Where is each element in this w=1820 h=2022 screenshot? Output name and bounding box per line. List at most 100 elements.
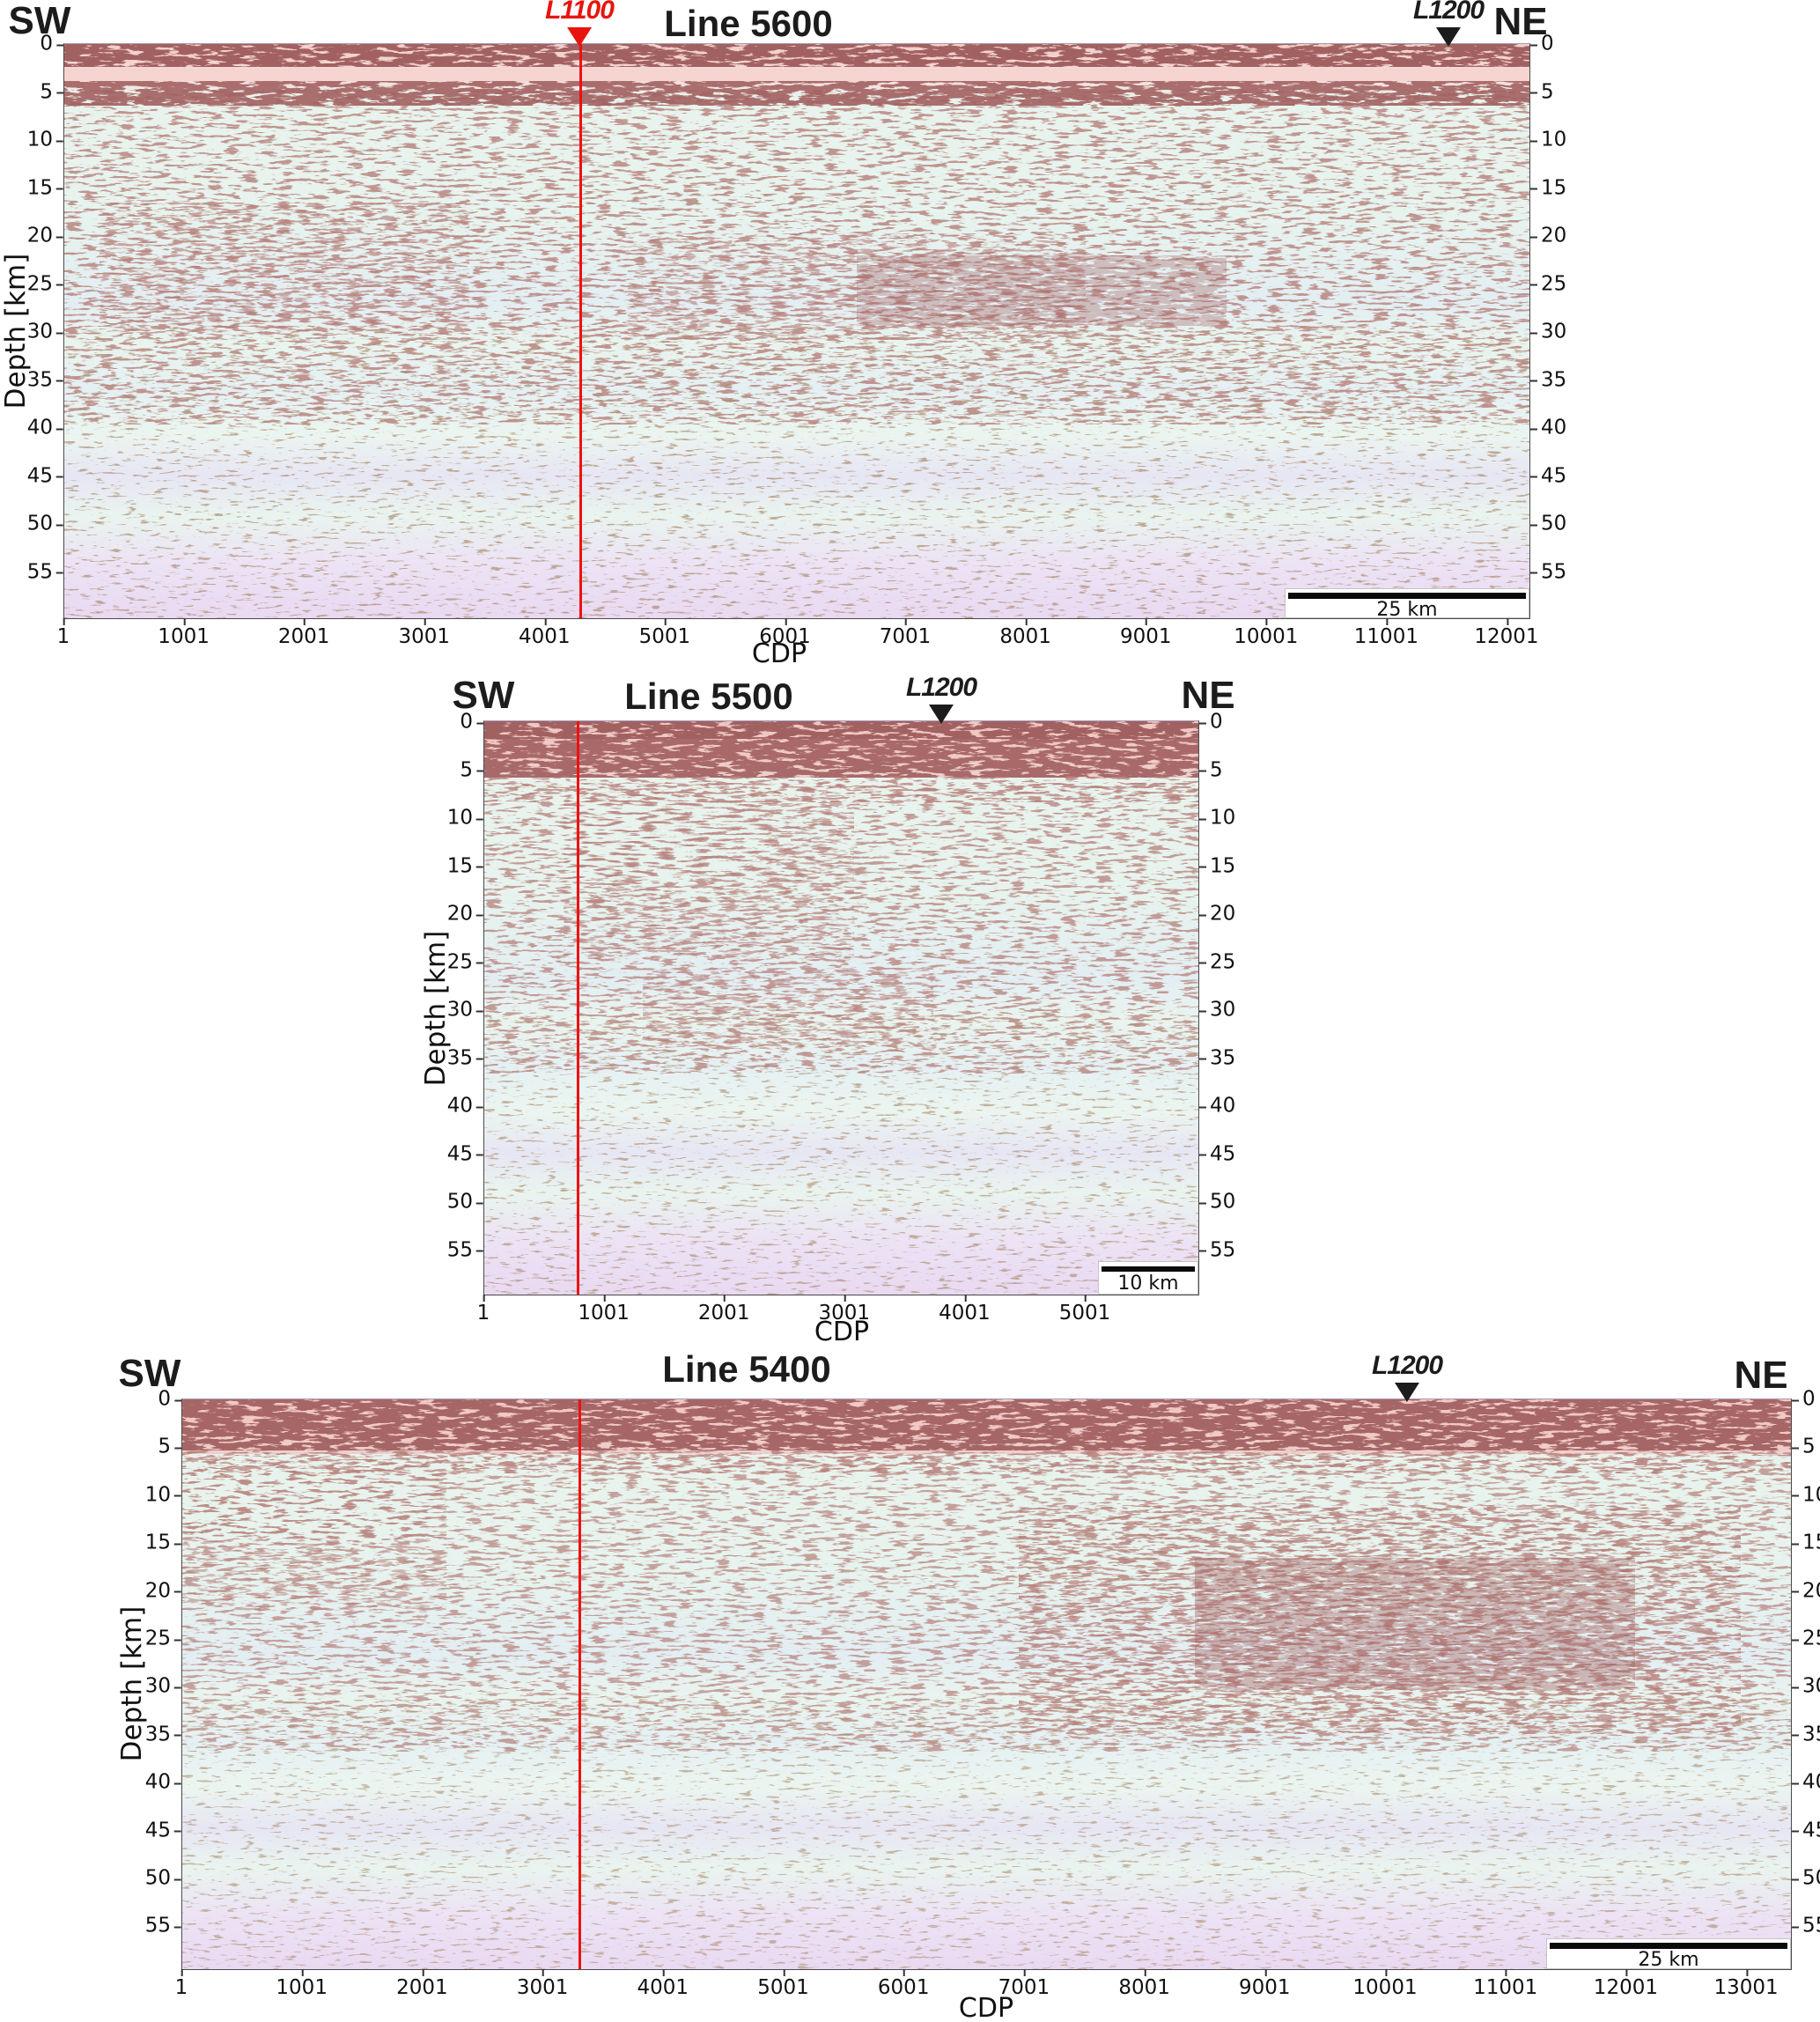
seismic-image	[484, 721, 1198, 1295]
crossing-marker-label: L1100	[545, 0, 615, 25]
axis-tick-label: 35	[1198, 1046, 1236, 1069]
axis-tick-label: 40	[1529, 416, 1567, 439]
axis-tick-label: 55	[1529, 560, 1567, 583]
seismic-image	[182, 1399, 1791, 1969]
triangle-down-icon	[567, 27, 592, 47]
scale-bar-box: 10 km	[1098, 1261, 1198, 1295]
axis-tick-label: 20	[1529, 224, 1567, 247]
crossing-line-red	[578, 1399, 581, 1969]
axis-tick-label: 1	[56, 618, 70, 648]
axis-tick-label: 10	[144, 1483, 182, 1507]
scale-bar	[1288, 593, 1526, 599]
scale-bar	[1102, 1266, 1195, 1272]
axis-tick-label: 25	[1791, 1628, 1820, 1649]
axis-tick-label: 45	[144, 1819, 182, 1842]
axis-tick-label: 50	[26, 512, 64, 535]
axis-tick-label: 35	[1791, 1724, 1820, 1745]
axis-tick-label: 4001	[939, 1295, 991, 1325]
orientation-label-ne: NE	[1493, 0, 1548, 43]
panel-title: Line 5400	[662, 1348, 831, 1390]
scale-bar-label: 10 km	[1117, 1273, 1179, 1295]
x-axis-label: CDP	[958, 1993, 1014, 2022]
axis-tick-label: 30	[144, 1674, 182, 1698]
axis-tick-label: 5001	[757, 1969, 809, 1999]
scale-bar-box: 25 km	[1285, 588, 1529, 621]
scale-bar-box: 25 km	[1546, 1938, 1791, 1971]
axis-tick-label: 10	[1791, 1485, 1820, 1505]
orientation-label-sw: SW	[118, 1352, 181, 1395]
axis-tick-label: 5	[460, 758, 483, 781]
axis-tick-label: 5	[158, 1435, 181, 1458]
crossing-marker-label: L1200	[1412, 0, 1485, 25]
axis-tick-label: 10	[1198, 806, 1236, 830]
axis-tick-label: 8001	[999, 618, 1051, 648]
crossing-line-l1100	[579, 44, 582, 618]
crossing-marker-l1100: L1100	[545, 0, 615, 47]
axis-tick-label: 50	[144, 1866, 182, 1890]
axis-tick-label: 50	[446, 1190, 484, 1214]
triangle-down-icon	[1435, 27, 1461, 47]
axis-tick-label: 1001	[276, 1969, 328, 1999]
axis-tick-label: 20	[26, 224, 64, 247]
axis-tick-label: 50	[1198, 1190, 1236, 1214]
seismic-section-line-5400	[181, 1398, 1792, 1970]
axis-tick-label: 45	[26, 464, 64, 487]
axis-tick-label: 50	[1791, 1868, 1820, 1889]
seismic-section-line-5600	[63, 43, 1530, 619]
axis-tick-label: 2001	[697, 1295, 750, 1325]
crossing-marker-l1200: L1200	[906, 673, 977, 724]
axis-tick-label: 11001	[1473, 1969, 1538, 1999]
axis-tick-label: 10	[1529, 128, 1567, 151]
seismic-section-line-5500	[483, 720, 1199, 1295]
axis-tick-label: 10	[26, 128, 64, 151]
axis-tick-label: 4001	[519, 618, 571, 648]
axis-tick-label: 10001	[1234, 618, 1299, 648]
axis-tick-label: 15	[1791, 1532, 1820, 1553]
axis-tick-label: 20	[144, 1579, 182, 1603]
axis-tick-label: 9001	[1119, 618, 1172, 648]
axis-tick-label: 55	[144, 1914, 182, 1937]
triangle-down-icon	[928, 705, 954, 724]
axis-tick-label: 4001	[637, 1969, 689, 1999]
axis-tick-label: 1	[476, 1295, 490, 1325]
axis-tick-label: 30	[1198, 998, 1236, 1022]
crossing-marker-l1200: L1200	[1371, 1351, 1443, 1402]
axis-tick-label: 5001	[1058, 1295, 1111, 1325]
triangle-down-icon	[1394, 1383, 1419, 1402]
axis-tick-label: 2001	[396, 1969, 448, 1999]
axis-tick-label: 40	[1791, 1772, 1820, 1793]
axis-tick-label: 3001	[516, 1969, 569, 1999]
axis-tick-label: 2001	[277, 618, 330, 648]
axis-tick-label: 40	[446, 1094, 484, 1118]
crossing-marker-label: L1200	[1371, 1351, 1443, 1380]
axis-tick-label: 1001	[578, 1295, 630, 1325]
axis-tick-label: 7001	[879, 618, 932, 648]
axis-tick-label: 35	[1529, 368, 1567, 391]
axis-tick-label: 1001	[158, 618, 210, 648]
axis-tick-label: 40	[26, 416, 64, 439]
scale-bar	[1550, 1943, 1787, 1949]
axis-tick-label: 55	[1791, 1915, 1820, 1937]
panel-title: Line 5500	[624, 675, 793, 717]
axis-tick-label: 15	[144, 1531, 182, 1554]
axis-tick-label: 13001	[1713, 1969, 1779, 1999]
axis-tick-label: 25	[144, 1627, 182, 1650]
axis-tick-label: 45	[1198, 1142, 1236, 1165]
axis-tick-label: 45	[446, 1142, 484, 1165]
scale-bar-label: 25 km	[1376, 599, 1438, 621]
axis-tick-label: 20	[1198, 902, 1236, 926]
axis-tick-label: 1	[174, 1969, 188, 1999]
axis-tick-label: 10	[446, 806, 484, 830]
axis-tick-label: 50	[1529, 512, 1567, 535]
scale-bar-label: 25 km	[1638, 1949, 1699, 1971]
axis-tick-label: 5	[1199, 758, 1223, 781]
axis-tick-label: 5	[1792, 1435, 1816, 1458]
orientation-label-sw: SW	[8, 0, 71, 42]
y-axis-label: Depth [km]	[420, 930, 452, 1087]
axis-tick-label: 55	[446, 1238, 484, 1261]
axis-tick-label: 40	[1198, 1094, 1236, 1118]
axis-tick-label: 10001	[1352, 1969, 1418, 1999]
x-axis-label: CDP	[751, 638, 807, 669]
axis-tick-label: 55	[26, 560, 64, 583]
axis-tick-label: 40	[144, 1770, 182, 1794]
